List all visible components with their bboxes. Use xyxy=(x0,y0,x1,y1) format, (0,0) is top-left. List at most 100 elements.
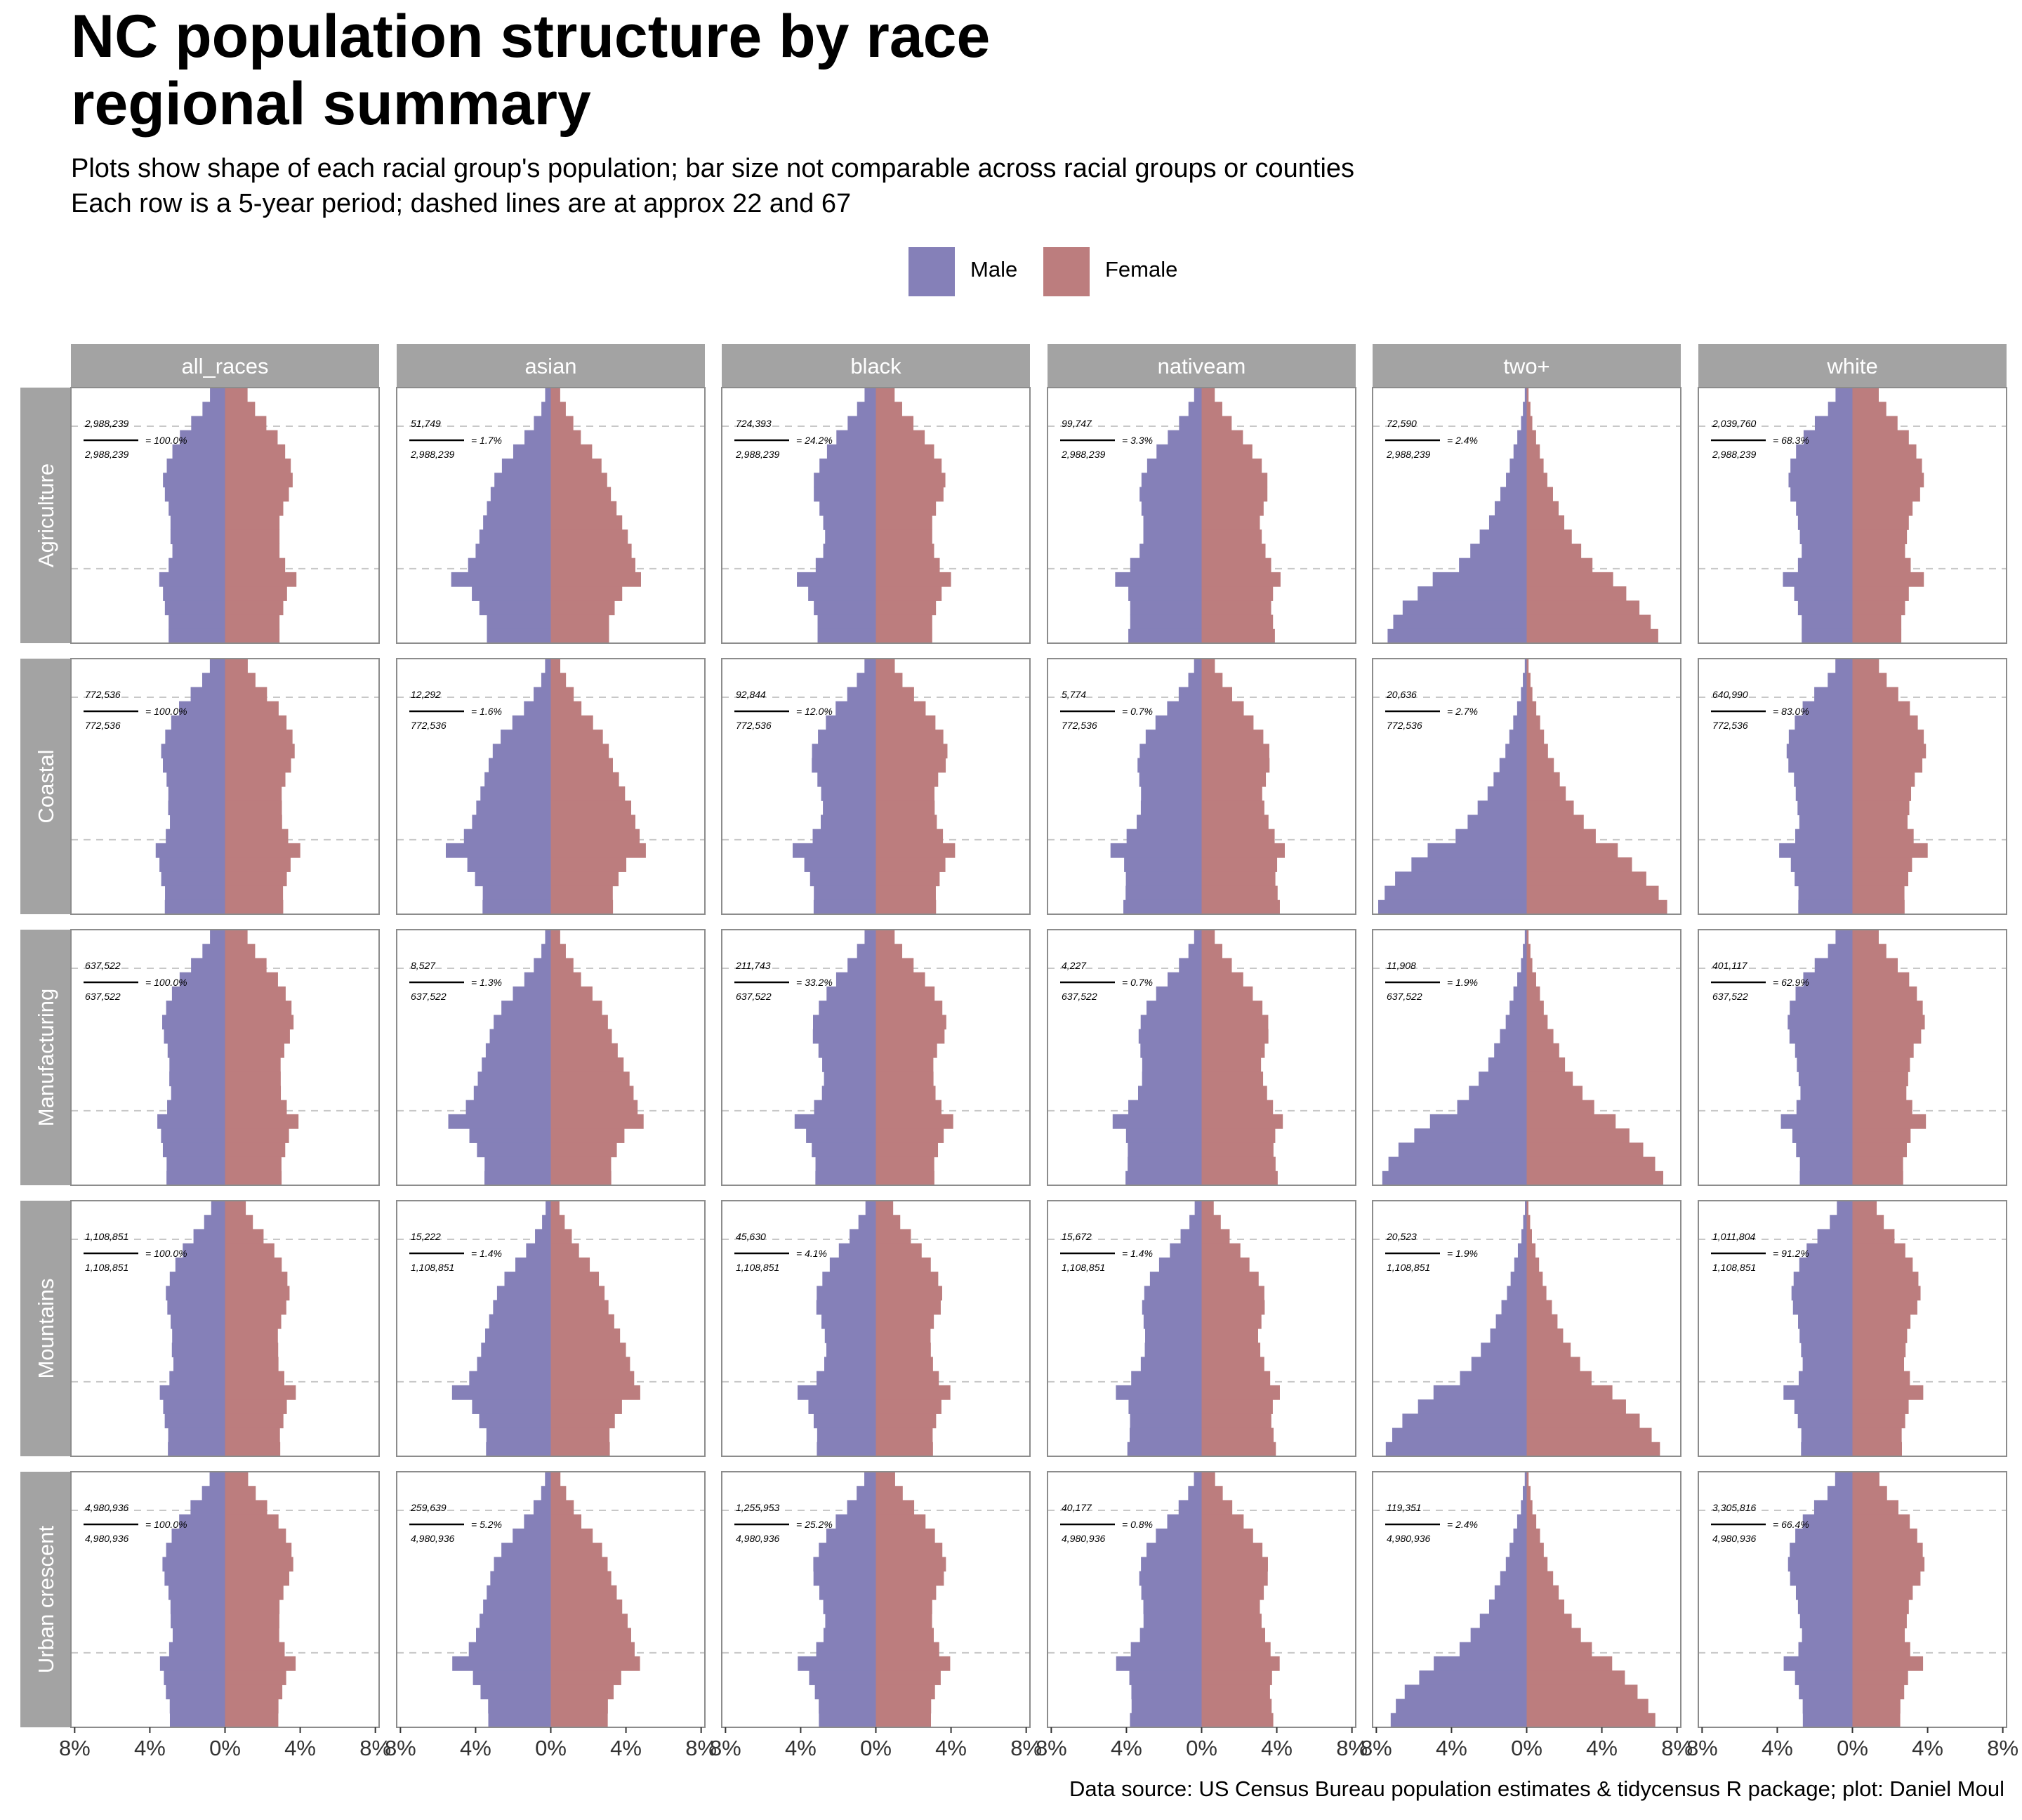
female-bar xyxy=(1852,1642,1910,1657)
male-bar xyxy=(175,1257,225,1272)
male-bar xyxy=(172,543,225,559)
male-bar xyxy=(1189,1215,1202,1230)
female-bar xyxy=(550,758,613,773)
male-bar xyxy=(1790,1543,1853,1557)
male-bar xyxy=(1790,1571,1853,1586)
male-bar xyxy=(513,986,551,1001)
male-bar xyxy=(838,1243,876,1258)
female-bar xyxy=(550,628,609,644)
male-bar xyxy=(819,501,876,516)
male-bar xyxy=(817,1286,876,1301)
female-bar xyxy=(875,1015,946,1030)
female-bar xyxy=(1526,1628,1581,1643)
male-bar xyxy=(1802,628,1853,644)
male-bar xyxy=(1801,1343,1853,1358)
female-bar xyxy=(1201,1100,1274,1115)
female-bar xyxy=(1201,1257,1250,1272)
male-bar xyxy=(161,1128,225,1143)
male-bar xyxy=(1795,986,1853,1001)
female-bar xyxy=(875,628,932,644)
male-bar xyxy=(1385,1442,1527,1457)
male-bar xyxy=(168,558,225,573)
female-bar xyxy=(225,871,287,887)
male-bar xyxy=(857,944,876,959)
male-bar xyxy=(812,1029,876,1044)
female-bar xyxy=(550,1614,628,1629)
panel-urban-crescent-asian: 259,639 = 5.2% 4,980,936 xyxy=(396,1471,706,1728)
panel-manufacturing-asian: 8,527 = 1.3% 637,522 xyxy=(396,929,706,1186)
male-bar xyxy=(170,1600,225,1614)
female-bar xyxy=(875,687,914,702)
female-bar xyxy=(550,730,603,744)
female-bar xyxy=(875,1427,933,1443)
male-bar xyxy=(165,730,225,744)
female-bar xyxy=(1526,1071,1573,1087)
male-bar xyxy=(1414,1128,1527,1143)
male-bar xyxy=(1521,1500,1527,1515)
female-bar xyxy=(875,1514,926,1529)
female-bar xyxy=(1201,972,1243,987)
female-bar xyxy=(875,958,914,973)
male-bar xyxy=(487,1585,551,1600)
caption: Data source: US Census Bureau population… xyxy=(1069,1776,2004,1801)
male-bar xyxy=(501,1543,551,1557)
female-bar xyxy=(1852,558,1911,573)
panel-mountains-all-races: 1,108,851 = 100.0% 1,108,851 xyxy=(70,1200,380,1457)
male-bar xyxy=(823,515,876,530)
male-bar xyxy=(824,1071,876,1087)
male-bar xyxy=(513,1528,551,1543)
male-bar xyxy=(1794,1399,1853,1414)
female-bar xyxy=(1852,1600,1909,1614)
male-bar xyxy=(1145,730,1202,744)
male-bar xyxy=(1521,687,1527,702)
female-bar xyxy=(1852,1614,1907,1629)
male-bar xyxy=(166,1286,225,1301)
x-tick-label: 4% xyxy=(1762,1736,1793,1760)
female-bar xyxy=(1852,459,1922,473)
female-bar xyxy=(1852,529,1908,545)
x-axis-twoplus: 8% 4% 0% 4% 8% xyxy=(1361,1727,1693,1760)
male-bar xyxy=(1129,1670,1202,1685)
female-bar xyxy=(550,1642,635,1657)
female-bar xyxy=(550,1543,602,1557)
male-bar xyxy=(480,786,551,801)
male-bar xyxy=(1495,1314,1527,1329)
male-bar xyxy=(1788,1015,1853,1030)
female-bar xyxy=(875,1614,932,1629)
female-bar xyxy=(550,815,636,830)
female-bar xyxy=(1201,786,1262,801)
male-bar xyxy=(170,815,225,830)
male-bar xyxy=(171,1086,225,1101)
male-bar xyxy=(836,430,876,445)
female-bar xyxy=(550,659,561,673)
male-bar xyxy=(824,1328,876,1343)
annotation-percent: = 2.4% xyxy=(1447,435,1478,446)
annotation-total: 4,980,936 xyxy=(411,1533,454,1544)
female-bar xyxy=(1526,628,1658,644)
female-bar xyxy=(225,1442,281,1457)
female-bar xyxy=(1526,1472,1529,1486)
female-bar xyxy=(225,1486,256,1501)
male-bar xyxy=(1796,444,1853,459)
male-bar xyxy=(1802,1514,1853,1529)
panel-coastal-all-races: 772,536 = 100.0% 772,536 xyxy=(70,658,380,915)
male-bar xyxy=(1500,1571,1527,1586)
male-bar xyxy=(798,1385,876,1400)
female-bar xyxy=(550,1215,565,1230)
male-bar xyxy=(534,416,551,431)
male-bar xyxy=(485,1043,551,1058)
female-bar xyxy=(1526,600,1640,616)
female-bar xyxy=(1852,444,1917,459)
male-bar xyxy=(480,1614,551,1629)
female-bar xyxy=(1852,1670,1908,1685)
annotation-count: 1,011,804 xyxy=(1712,1231,1755,1242)
female-bar xyxy=(225,815,282,830)
female-bar xyxy=(1526,1486,1531,1501)
male-bar xyxy=(1813,1500,1853,1515)
male-bar xyxy=(1155,715,1202,730)
female-bar xyxy=(1201,1229,1230,1244)
female-bar xyxy=(1201,1684,1270,1700)
male-bar xyxy=(1130,1642,1202,1657)
female-bar xyxy=(1201,1600,1260,1614)
female-bar xyxy=(1852,1114,1927,1129)
